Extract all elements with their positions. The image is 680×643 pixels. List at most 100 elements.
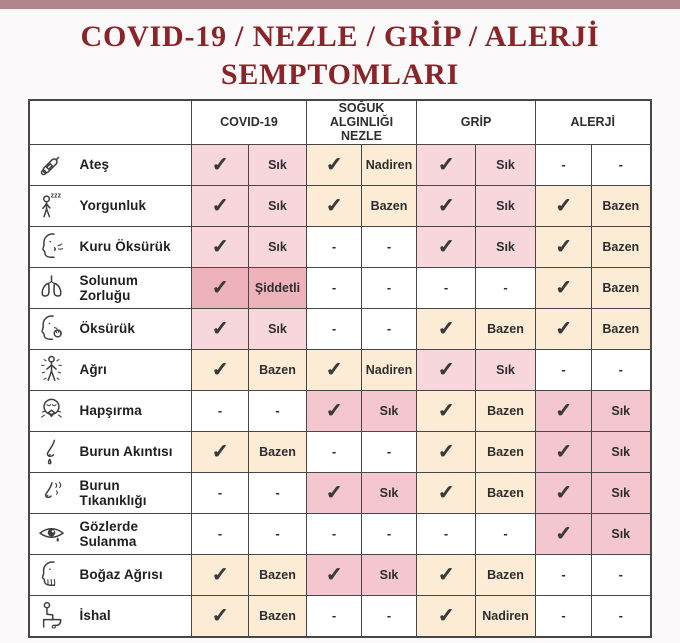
covid19-check-cell: ✓ <box>190 430 249 473</box>
symptom-label: Gözlerde Sulanma <box>79 518 139 549</box>
table-row: Kuru Öksürük ✓ Sık - - ✓ Sık ✓ Bazen <box>28 225 652 268</box>
table-row: Burun Akıntısı ✓ Bazen - - ✓ Bazen ✓ Sık <box>28 430 652 473</box>
alerji-check-cell: ✓ <box>535 307 592 350</box>
sore-throat-icon <box>35 558 68 591</box>
body-ache-icon <box>35 353 68 386</box>
column-header-grip: GRİP <box>416 99 536 145</box>
symptom-label: Öksürük <box>79 321 135 337</box>
covid19-check-cell: ✓ <box>190 307 249 350</box>
covid19-check-cell: ✓ <box>190 594 249 638</box>
covid19-frequency-cell: Sık <box>247 307 307 350</box>
grip-check-cell: ✓ <box>416 307 476 350</box>
covid19-check-cell: ✓ <box>190 225 249 268</box>
symptom-label: Kuru Öksürük <box>79 239 171 255</box>
nezle-check-cell: ✓ <box>305 184 362 227</box>
page-title: COVID-19 / NEZLE / GRİP / ALERJİ SEMPTOML… <box>0 18 680 94</box>
sneeze-icon <box>35 394 68 427</box>
symptom-label: Burun Akıntısı <box>79 444 173 460</box>
covid19-frequency-cell: Sık <box>247 225 307 268</box>
alerji-frequency-cell: Bazen <box>590 225 652 268</box>
column-header-covid19: COVID-19 <box>190 99 307 145</box>
nezle-frequency-cell: - <box>360 430 418 473</box>
covid19-check-cell: - <box>190 389 249 432</box>
diarrhea-icon <box>35 599 68 632</box>
alerji-frequency-cell: Bazen <box>590 266 652 309</box>
grip-frequency-cell: Sık <box>475 143 536 186</box>
grip-frequency-cell: - <box>475 266 536 309</box>
alerji-frequency-cell: - <box>590 553 652 596</box>
grip-frequency-cell: Sık <box>475 225 536 268</box>
symptom-table: COVID-19 SOĞUK ALGINLIĞI NEZLE GRİP ALER… <box>28 98 652 638</box>
grip-check-cell: - <box>416 512 476 555</box>
table-row: zzz Yorgunluk ✓ Sık ✓ Bazen ✓ Sık ✓ Bazen <box>28 184 652 227</box>
grip-check-cell: ✓ <box>416 594 476 638</box>
grip-check-cell: ✓ <box>416 348 476 391</box>
alerji-frequency-cell: Sık <box>590 471 652 514</box>
alerji-frequency-cell: Sık <box>590 430 652 473</box>
covid19-frequency-cell: - <box>247 389 307 432</box>
grip-frequency-cell: Bazen <box>475 389 536 432</box>
symptom-label: Yorgunluk <box>79 198 147 214</box>
symptom-cell: Gözlerde Sulanma <box>28 512 192 555</box>
covid19-frequency-cell: Sık <box>247 184 307 227</box>
nezle-check-cell: ✓ <box>305 143 362 186</box>
nasal-congestion-icon <box>35 476 68 509</box>
runny-nose-icon <box>35 435 68 468</box>
table-row: Hapşırma - - ✓ Sık ✓ Bazen ✓ Sık <box>28 389 652 432</box>
alerji-check-cell: - <box>535 594 592 638</box>
nezle-check-cell: - <box>305 512 362 555</box>
column-header-nezle: SOĞUK ALGINLIĞI NEZLE <box>305 99 418 145</box>
covid19-frequency-cell: Bazen <box>247 430 307 473</box>
alerji-check-cell: - <box>535 348 592 391</box>
grip-frequency-cell: Sık <box>475 184 536 227</box>
covid19-frequency-cell: Sık <box>247 143 307 186</box>
fatigue-icon: zzz <box>35 189 68 222</box>
grip-frequency-cell: Bazen <box>475 307 536 350</box>
nezle-frequency-cell: Bazen <box>360 184 418 227</box>
grip-check-cell: ✓ <box>416 184 476 227</box>
table-row: Gözlerde Sulanma - - - - - - ✓ Sık <box>28 512 652 555</box>
symptom-cell: Kuru Öksürük <box>28 225 192 268</box>
grip-frequency-cell: Bazen <box>475 471 536 514</box>
table-row: Öksürük ✓ Sık - - ✓ Bazen ✓ Bazen <box>28 307 652 350</box>
grip-frequency-cell: Bazen <box>475 430 536 473</box>
alerji-frequency-cell: - <box>590 348 652 391</box>
grip-frequency-cell: Bazen <box>475 553 536 596</box>
nezle-frequency-cell: Nadiren <box>360 143 418 186</box>
alerji-check-cell: ✓ <box>535 225 592 268</box>
table-row: Ateş ✓ Sık ✓ Nadiren ✓ Sık - - <box>28 143 652 186</box>
symptom-label: Ağrı <box>79 362 107 378</box>
covid19-check-cell: ✓ <box>190 348 249 391</box>
title-line2: SEMPTOMLARI <box>220 57 460 91</box>
symptom-label: Hapşırma <box>79 403 142 419</box>
symptom-label: Boğaz Ağrısı <box>79 567 163 583</box>
grip-check-cell: ✓ <box>416 430 476 473</box>
symptom-label: Burun Tıkanıklığı <box>79 477 147 508</box>
nezle-frequency-cell: - <box>360 594 418 638</box>
symptom-cell: Ağrı <box>28 348 192 391</box>
nezle-check-cell: ✓ <box>305 471 362 514</box>
symptom-cell: Ateş <box>28 143 192 186</box>
cough-icon <box>35 312 68 345</box>
column-header-alerji: ALERJİ <box>534 99 652 145</box>
grip-check-cell: ✓ <box>416 389 476 432</box>
alerji-frequency-cell: - <box>590 594 652 638</box>
alerji-frequency-cell: Sık <box>590 389 652 432</box>
alerji-check-cell: ✓ <box>535 184 592 227</box>
table-row: İshal ✓ Bazen - - ✓ Nadiren - - <box>28 594 652 638</box>
alerji-check-cell: - <box>535 143 592 186</box>
covid19-frequency-cell: - <box>247 512 307 555</box>
symptom-cell: Burun Tıkanıklığı <box>28 471 192 514</box>
symptom-label: Ateş <box>79 157 110 173</box>
grip-check-cell: - <box>416 266 476 309</box>
nezle-frequency-cell: - <box>360 266 418 309</box>
grip-check-cell: ✓ <box>416 553 476 596</box>
nezle-frequency-cell: Nadiren <box>360 348 418 391</box>
top-bar <box>0 0 680 9</box>
nezle-check-cell: - <box>305 225 362 268</box>
nezle-frequency-cell: Sık <box>360 389 418 432</box>
watery-eye-icon <box>35 517 68 550</box>
grip-frequency-cell: - <box>475 512 536 555</box>
covid19-frequency-cell: Bazen <box>247 594 307 638</box>
covid19-frequency-cell: Şiddetli <box>247 266 307 309</box>
